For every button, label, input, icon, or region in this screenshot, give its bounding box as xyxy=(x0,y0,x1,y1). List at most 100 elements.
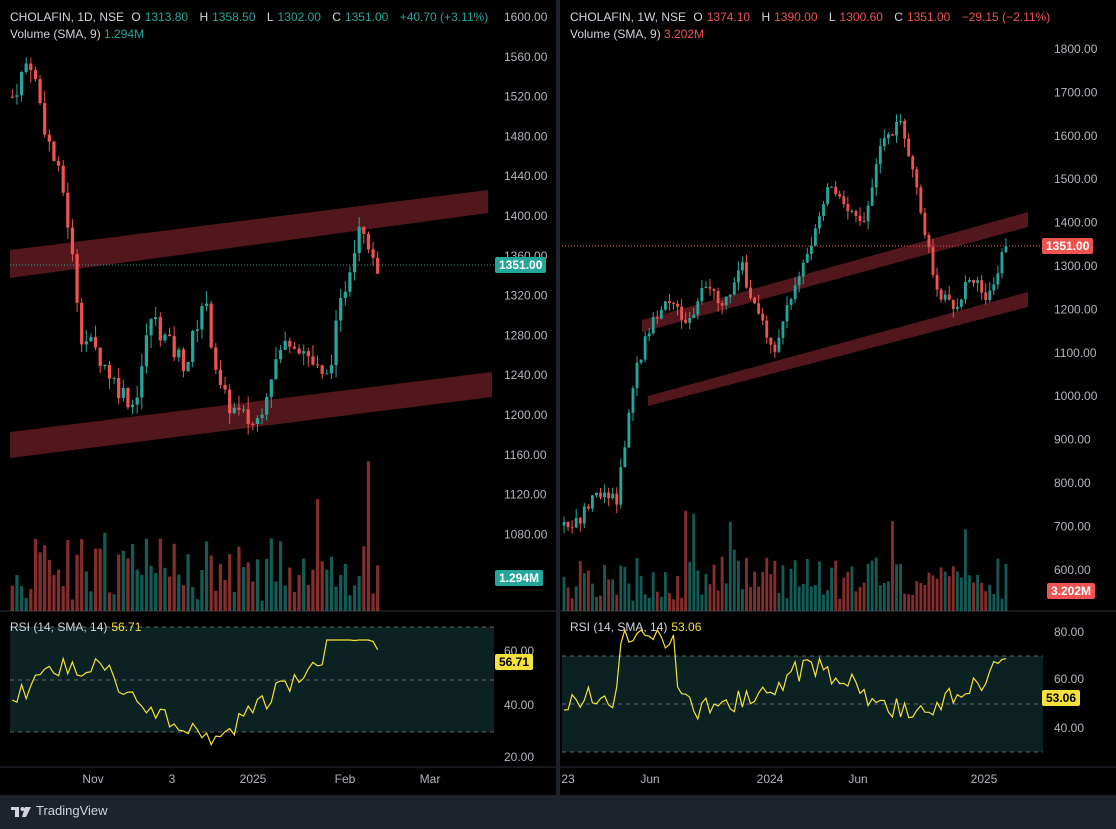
volume-bar xyxy=(302,558,306,611)
symbol-label[interactable]: CHOLAFIN, 1W, NSE xyxy=(570,10,687,24)
volume-bar xyxy=(915,581,919,611)
volume-bar xyxy=(135,569,139,611)
candle-body xyxy=(297,348,301,354)
volume-bar xyxy=(822,594,825,611)
candle-body xyxy=(964,282,967,300)
volume-bar xyxy=(329,556,334,611)
candle-body xyxy=(720,303,724,306)
volume-bar xyxy=(362,546,366,611)
candle-body xyxy=(241,409,246,411)
volume-bar xyxy=(232,592,236,611)
rsi-legend: RSI (14, SMA, 14) 56.71 xyxy=(10,620,142,634)
candle-body xyxy=(696,301,700,315)
volume-bar xyxy=(56,569,61,611)
volume-bar xyxy=(935,578,939,611)
weekly-chart-canvas[interactable]: 1800.00 1700.00 1600.00 1500.00 1400.00 1300.… xyxy=(560,0,1116,795)
volume-bar xyxy=(47,559,51,611)
candle-body xyxy=(862,221,866,223)
volume-bar xyxy=(357,576,361,611)
candle-body xyxy=(19,71,24,96)
candle-body xyxy=(163,334,167,341)
rsi-axis-label: 40.00 xyxy=(1054,721,1084,735)
candle-body xyxy=(757,303,761,314)
volume-bar xyxy=(858,586,862,611)
candle-body xyxy=(753,297,757,304)
candle-body xyxy=(84,341,88,345)
candle-body xyxy=(672,302,675,304)
volume-bar xyxy=(61,586,65,611)
price-axis-label: 900.00 xyxy=(1054,433,1091,447)
candle-body xyxy=(362,226,366,234)
candle-body xyxy=(639,359,643,363)
candle-body xyxy=(878,146,882,165)
volume-bar xyxy=(154,573,158,611)
volume-bar xyxy=(84,571,88,611)
volume-bar xyxy=(274,581,278,611)
rsi-line xyxy=(563,627,1007,721)
volume-bar xyxy=(325,569,329,611)
candle-body xyxy=(599,492,602,498)
volume-bar xyxy=(777,592,781,611)
weekly-chart-panel[interactable]: 1800.00 1700.00 1600.00 1500.00 1400.00 1300.… xyxy=(560,0,1116,795)
candle-body xyxy=(204,303,209,307)
rsi-value: 53.06 xyxy=(671,620,702,634)
candle-body xyxy=(255,418,260,425)
volume-bar xyxy=(144,538,149,611)
volume-bar xyxy=(38,552,42,611)
candle-body xyxy=(352,253,357,273)
daily-chart-canvas[interactable]: 1600.00 1560.00 1520.00 1480.00 1440.00 1400.… xyxy=(0,0,556,795)
volume-bar xyxy=(112,594,116,611)
candle-body xyxy=(574,517,578,528)
candle-body xyxy=(976,280,980,284)
candle-body xyxy=(895,121,898,136)
price-axis-label: 1520.00 xyxy=(504,90,548,104)
price-axis-label: 1000.00 xyxy=(1054,389,1098,403)
volume-bar xyxy=(376,565,380,611)
candle-body xyxy=(903,120,907,139)
candle-body xyxy=(899,120,902,122)
volume-bar xyxy=(765,557,769,611)
close-value: 1351.00 xyxy=(344,10,389,24)
candle-body xyxy=(246,409,250,424)
candle-body xyxy=(741,262,744,271)
candle-body xyxy=(167,334,172,337)
volume-bar xyxy=(882,582,886,611)
candle-body xyxy=(80,302,84,345)
volume-bar xyxy=(992,594,996,611)
candle-body xyxy=(1004,246,1008,253)
tradingview-footer[interactable]: TradingView xyxy=(10,803,108,818)
candle-body xyxy=(343,291,347,299)
candle-body xyxy=(117,377,121,399)
volume-bar xyxy=(943,571,947,611)
candle-body xyxy=(595,492,598,496)
candle-body xyxy=(789,299,793,306)
candle-body xyxy=(870,187,874,206)
daily-chart-panel[interactable]: 1600.00 1560.00 1520.00 1480.00 1440.00 1400.… xyxy=(0,0,556,795)
time-axis-label: 2025 xyxy=(971,772,998,786)
low-value: 1302.00 xyxy=(277,10,321,24)
candle-body xyxy=(75,254,79,303)
candle-body xyxy=(154,317,158,320)
candle-body xyxy=(955,306,959,310)
candle-body xyxy=(586,506,590,509)
volume-bar xyxy=(191,586,195,611)
candle-body xyxy=(228,389,232,414)
volume-bar xyxy=(996,558,1000,611)
candle-body xyxy=(959,299,963,307)
volume-bar xyxy=(611,579,615,611)
candle-body xyxy=(590,495,594,509)
candle-body xyxy=(214,347,218,370)
volume-bar xyxy=(265,558,269,611)
volume-tag: 1.294M xyxy=(495,570,544,586)
symbol-label[interactable]: CHOLAFIN, 1D, NSE xyxy=(10,10,125,24)
candle-body xyxy=(838,194,842,197)
volume-bar xyxy=(371,593,375,611)
volume-bar xyxy=(818,561,821,611)
volume-bar xyxy=(692,513,696,611)
candle-body xyxy=(716,290,720,304)
volume-bar xyxy=(121,550,125,611)
volume-bar xyxy=(149,566,153,611)
candle-body xyxy=(988,290,992,301)
volume-bar xyxy=(334,586,338,611)
candle-body xyxy=(797,276,801,286)
